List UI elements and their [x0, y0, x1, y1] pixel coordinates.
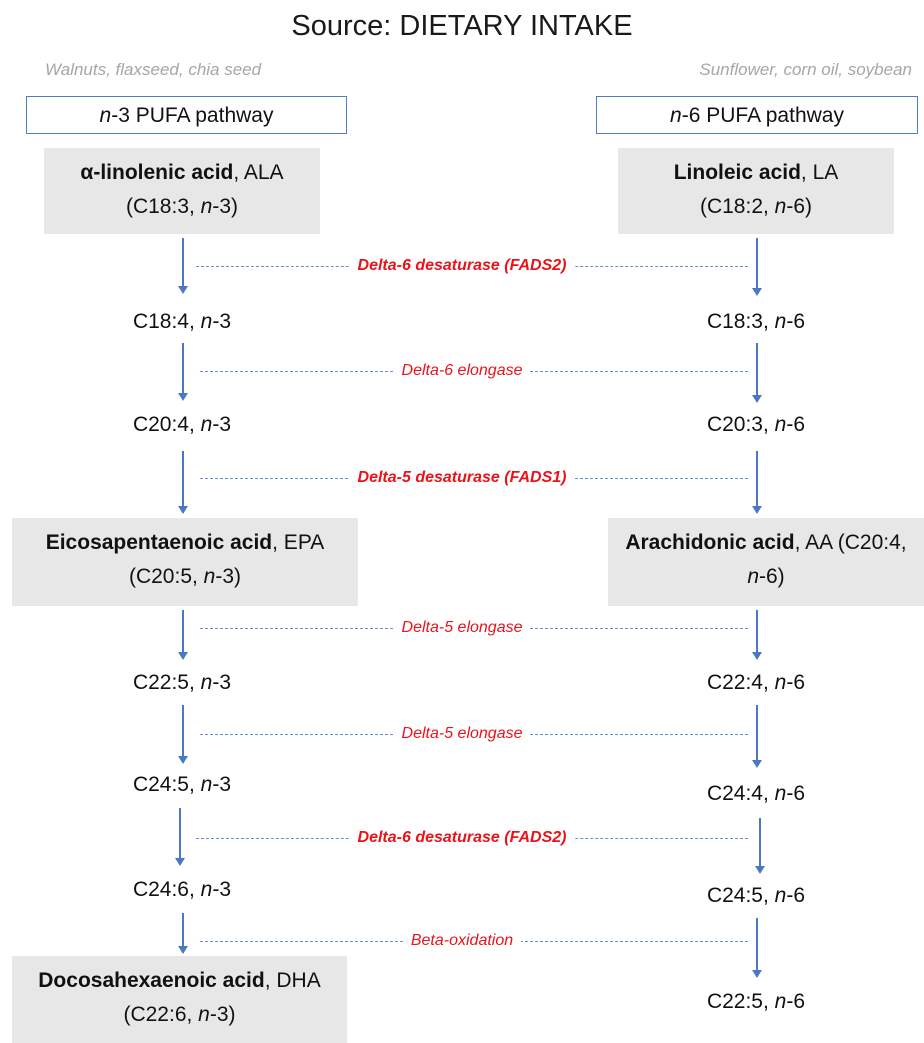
c24-5-n6: C24:5, n-6: [706, 884, 806, 907]
c24-6-n3: C24:6, n-3: [132, 878, 232, 901]
la-box: Linoleic acid, LA (C18:2, n-6): [618, 148, 894, 234]
epa-box: Eicosapentaenoic acid, EPA (C20:5, n-3): [12, 518, 358, 606]
dha-n: n: [198, 1003, 210, 1026]
la-name: Linoleic acid: [673, 161, 801, 184]
ala-abbr: , ALA: [233, 161, 284, 184]
ala-formula: (C18:3,: [125, 195, 201, 218]
ala-omega: -3): [212, 195, 239, 218]
aa-name: Arachidonic acid: [625, 531, 795, 554]
enzyme-row-1: Delta-6 desaturase (FADS2): [0, 257, 924, 275]
enzyme-label-4: Delta-5 elongase: [393, 619, 531, 636]
c20-4-n3: C20:4, n-3: [132, 413, 232, 436]
n3-pathway-label: -3 PUFA pathway: [111, 104, 274, 127]
la-line1: Linoleic acid, LA: [618, 156, 894, 190]
ala-line2: (C18:3, n-3): [44, 190, 320, 224]
dha-name: Docosahexaenoic acid: [38, 969, 265, 992]
c22-5-n3: C22:5, n-3: [132, 671, 232, 694]
enzyme-row-5: Delta-5 elongase: [0, 725, 924, 743]
c24-4-n6: C24:4, n-6: [706, 782, 806, 805]
enzyme-label-3: Delta-5 desaturase (FADS1): [349, 469, 575, 486]
enzyme-row-6: Delta-6 desaturase (FADS2): [0, 829, 924, 847]
aa-line1: Arachidonic acid, AA (C20:4,: [608, 526, 924, 560]
epa-name: Eicosapentaenoic acid: [45, 531, 273, 554]
c22-5-n6: C22:5, n-6: [706, 990, 806, 1013]
epa-n: n: [203, 565, 216, 588]
dha-omega: -3): [209, 1003, 236, 1026]
dha-line2: (C22:6, n-3): [12, 998, 347, 1032]
aa-n: n: [747, 565, 759, 588]
epa-formula: (C20:5,: [128, 565, 204, 588]
epa-omega: -3): [215, 565, 242, 588]
c24-5-n3: C24:5, n-3: [132, 773, 232, 796]
n6-pathway-label: -6 PUFA pathway: [681, 104, 844, 127]
n3-pathway-box: n-3 PUFA pathway: [26, 96, 347, 134]
enzyme-label-1: Delta-6 desaturase (FADS2): [349, 257, 575, 274]
aa-omega: -6): [759, 565, 785, 588]
epa-line2: (C20:5, n-3): [12, 560, 358, 594]
dha-line1: Docosahexaenoic acid, DHA: [12, 964, 347, 998]
la-line2: (C18:2, n-6): [618, 190, 894, 224]
source-left: Walnuts, flaxseed, chia seed: [45, 60, 262, 79]
source-right: Sunflower, corn oil, soybean: [699, 60, 912, 79]
c18-4-n3: C18:4, n-3: [132, 310, 232, 333]
aa-abbr: , AA (C20:4,: [794, 531, 907, 554]
enzyme-row-2: Delta-6 elongase: [0, 362, 924, 380]
ala-line1: α-linolenic acid, ALA: [44, 156, 320, 190]
la-omega: -6): [786, 195, 813, 218]
c18-3-n6: C18:3, n-6: [706, 310, 806, 333]
c22-4-n6: C22:4, n-6: [706, 671, 806, 694]
aa-line2: n-6): [608, 560, 924, 594]
n6-pathway-box: n-6 PUFA pathway: [596, 96, 918, 134]
ala-n: n: [200, 195, 213, 218]
enzyme-row-4: Delta-5 elongase: [0, 619, 924, 637]
enzyme-label-5: Delta-5 elongase: [393, 725, 531, 742]
enzyme-row-3: Delta-5 desaturase (FADS1): [0, 469, 924, 487]
enzyme-row-7: Beta-oxidation: [0, 932, 924, 950]
ala-box: α-linolenic acid, ALA (C18:3, n-3): [44, 148, 320, 234]
enzyme-label-7: Beta-oxidation: [402, 932, 522, 949]
dha-abbr: , DHA: [264, 969, 321, 992]
la-abbr: , LA: [800, 161, 839, 184]
diagram-title: Source: DIETARY INTAKE: [291, 10, 633, 42]
n6-pathway-n: n: [670, 104, 682, 127]
epa-line1: Eicosapentaenoic acid, EPA: [12, 526, 358, 560]
enzyme-label-6: Delta-6 desaturase (FADS2): [349, 829, 575, 846]
dha-formula: (C22:6,: [123, 1003, 199, 1026]
n3-pathway-n: n: [99, 104, 112, 127]
enzyme-label-2: Delta-6 elongase: [393, 362, 531, 379]
dha-box: Docosahexaenoic acid, DHA (C22:6, n-3): [12, 956, 347, 1043]
c20-3-n6: C20:3, n-6: [706, 413, 806, 436]
aa-box: Arachidonic acid, AA (C20:4, n-6): [608, 518, 924, 606]
ala-name: α-linolenic acid: [80, 161, 234, 184]
epa-abbr: , EPA: [272, 531, 325, 554]
la-formula: (C18:2,: [699, 195, 775, 218]
la-n: n: [774, 195, 787, 218]
